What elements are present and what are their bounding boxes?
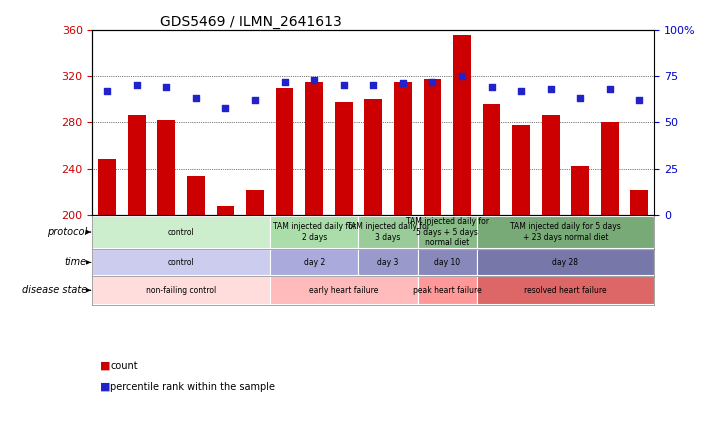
Bar: [246, 190, 264, 215]
Text: day 2: day 2: [304, 258, 325, 267]
Point: [161, 84, 172, 91]
Point: [397, 80, 409, 87]
Bar: [358, 216, 417, 248]
Text: control: control: [168, 228, 195, 236]
Bar: [483, 104, 501, 215]
Point: [309, 76, 320, 83]
Point: [634, 97, 645, 104]
Bar: [217, 206, 235, 215]
Bar: [417, 250, 477, 275]
Bar: [335, 102, 353, 215]
Text: ■: ■: [100, 382, 110, 392]
Bar: [477, 277, 654, 304]
Point: [545, 85, 556, 92]
Bar: [417, 277, 477, 304]
Point: [250, 97, 261, 104]
Bar: [92, 250, 269, 275]
Text: peak heart failure: peak heart failure: [413, 286, 481, 295]
Point: [102, 88, 113, 94]
Bar: [269, 277, 417, 304]
Text: TAM injected daily for
3 days: TAM injected daily for 3 days: [346, 222, 429, 242]
Text: percentile rank within the sample: percentile rank within the sample: [110, 382, 275, 392]
Text: resolved heart failure: resolved heart failure: [524, 286, 606, 295]
Point: [191, 95, 202, 102]
Bar: [276, 88, 294, 215]
Text: protocol: protocol: [46, 227, 87, 237]
Bar: [631, 190, 648, 215]
Point: [279, 78, 290, 85]
Bar: [477, 216, 654, 248]
Bar: [572, 167, 589, 215]
Text: control: control: [168, 258, 195, 267]
Point: [338, 82, 349, 89]
Point: [368, 82, 379, 89]
Bar: [187, 176, 205, 215]
Text: day 3: day 3: [378, 258, 399, 267]
Text: ■: ■: [100, 361, 110, 371]
Text: early heart failure: early heart failure: [309, 286, 378, 295]
Bar: [98, 159, 116, 215]
Bar: [424, 80, 442, 215]
Bar: [157, 120, 175, 215]
Point: [604, 85, 616, 92]
Bar: [269, 250, 358, 275]
Text: day 28: day 28: [552, 258, 579, 267]
Text: time: time: [65, 257, 87, 267]
Text: non-failing control: non-failing control: [146, 286, 216, 295]
Bar: [358, 250, 417, 275]
Bar: [512, 125, 530, 215]
Bar: [305, 82, 323, 215]
Text: GDS5469 / ILMN_2641613: GDS5469 / ILMN_2641613: [160, 14, 341, 29]
Text: TAM injected daily for
2 days: TAM injected daily for 2 days: [272, 222, 356, 242]
Bar: [453, 36, 471, 215]
Text: count: count: [110, 361, 138, 371]
Point: [456, 73, 468, 80]
Bar: [269, 216, 358, 248]
Text: TAM injected daily for
5 days + 5 days
normal diet: TAM injected daily for 5 days + 5 days n…: [406, 217, 488, 247]
Bar: [365, 99, 382, 215]
Bar: [92, 277, 269, 304]
Text: disease state: disease state: [21, 285, 87, 295]
Bar: [542, 115, 560, 215]
Bar: [92, 216, 269, 248]
Point: [515, 88, 527, 94]
Point: [427, 78, 438, 85]
Text: TAM injected daily for 5 days
+ 23 days normal diet: TAM injected daily for 5 days + 23 days …: [510, 222, 621, 242]
Bar: [394, 82, 412, 215]
Point: [486, 84, 497, 91]
Text: day 10: day 10: [434, 258, 460, 267]
Point: [131, 82, 142, 89]
Bar: [601, 122, 619, 215]
Bar: [477, 250, 654, 275]
Bar: [417, 216, 477, 248]
Bar: [128, 115, 146, 215]
Point: [574, 95, 586, 102]
Point: [220, 104, 231, 111]
